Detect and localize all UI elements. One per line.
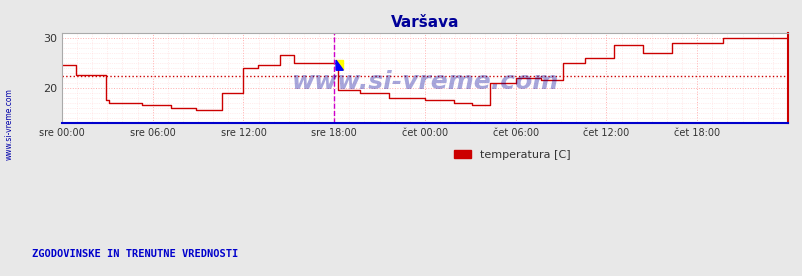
Text: www.si-vreme.com: www.si-vreme.com bbox=[5, 88, 14, 160]
Polygon shape bbox=[335, 60, 343, 70]
Polygon shape bbox=[335, 60, 343, 70]
Title: Varšava: Varšava bbox=[391, 15, 459, 30]
Text: ZGODOVINSKE IN TRENUTNE VREDNOSTI: ZGODOVINSKE IN TRENUTNE VREDNOSTI bbox=[32, 250, 238, 259]
Legend: temperatura [C]: temperatura [C] bbox=[449, 145, 574, 164]
Text: www.si-vreme.com: www.si-vreme.com bbox=[291, 70, 558, 94]
